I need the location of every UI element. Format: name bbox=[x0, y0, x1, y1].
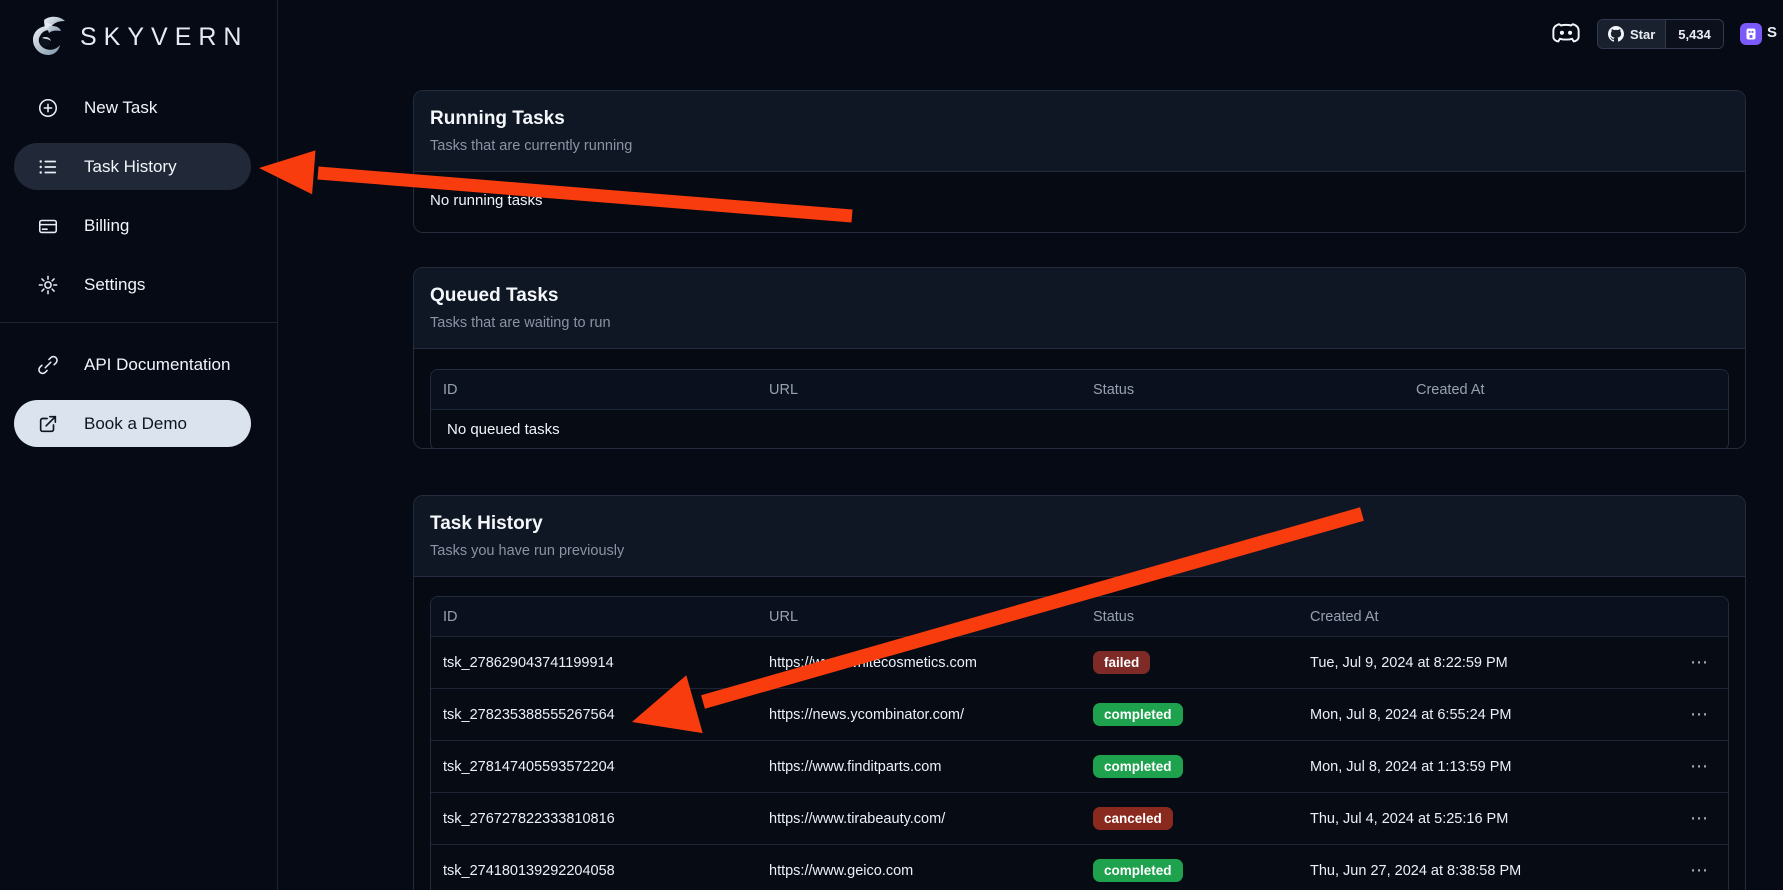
table-row[interactable]: tsk_276727822333810816 https://www.tirab… bbox=[431, 792, 1728, 844]
task-id-cell: tsk_278147405593572204 bbox=[443, 758, 615, 775]
task-id-cell: tsk_278629043741199914 bbox=[443, 654, 614, 671]
table-row[interactable]: tsk_278147405593572204 https://www.findi… bbox=[431, 740, 1728, 792]
sidebar-item-api-documentation[interactable]: API Documentation bbox=[14, 341, 251, 388]
column-header-id: ID bbox=[443, 381, 458, 398]
created-at-cell: Thu, Jul 4, 2024 at 5:25:16 PM bbox=[1310, 810, 1509, 827]
app-logo: SKYVERN bbox=[0, 0, 277, 66]
github-star-count: 5,434 bbox=[1665, 20, 1723, 48]
panel-subtitle: Tasks that are waiting to run bbox=[430, 315, 611, 331]
column-header-id: ID bbox=[443, 608, 458, 625]
plus-circle-icon bbox=[37, 97, 59, 119]
sidebar-item-label: Book a Demo bbox=[84, 413, 187, 433]
skyvern-dragon-icon bbox=[24, 14, 70, 60]
created-at-cell: Mon, Jul 8, 2024 at 6:55:24 PM bbox=[1310, 706, 1512, 723]
sidebar-item-label: Task History bbox=[84, 156, 177, 176]
row-actions-icon[interactable]: ⋯ bbox=[1690, 860, 1710, 880]
column-header-created-at: Created At bbox=[1416, 381, 1485, 398]
panel-header: Running Tasks Tasks that are currently r… bbox=[414, 91, 1745, 172]
credit-card-icon bbox=[37, 215, 59, 237]
status-badge: completed bbox=[1093, 859, 1183, 882]
external-link-icon bbox=[37, 413, 59, 435]
avatar[interactable] bbox=[1740, 23, 1762, 45]
sidebar-item-billing[interactable]: Billing bbox=[14, 202, 251, 249]
status-badge: canceled bbox=[1093, 807, 1173, 830]
task-url-cell: https://www.finditparts.com bbox=[769, 758, 942, 775]
gear-icon bbox=[37, 274, 59, 296]
list-icon bbox=[37, 156, 59, 178]
column-header-status: Status bbox=[1093, 608, 1135, 625]
panel-body: No running tasks bbox=[414, 172, 1745, 229]
column-header-url: URL bbox=[769, 608, 799, 625]
panel-subtitle: Tasks you have run previously bbox=[430, 543, 625, 559]
sidebar-secondary-nav: API Documentation Book a Demo bbox=[0, 341, 277, 447]
panel-header: Task History Tasks you have run previous… bbox=[414, 496, 1745, 577]
sidebar-item-label: New Task bbox=[84, 97, 158, 117]
panel-header: Queued Tasks Tasks that are waiting to r… bbox=[414, 268, 1745, 349]
status-badge: completed bbox=[1093, 703, 1183, 726]
sidebar-nav: New Task Task History Billing bbox=[0, 84, 277, 308]
empty-state-text: No queued tasks bbox=[431, 409, 1728, 448]
brand-name: SKYVERN bbox=[80, 22, 249, 51]
task-url-cell: https://www.whitecosmetics.com bbox=[769, 654, 977, 671]
task-id-cell: tsk_276727822333810816 bbox=[443, 810, 615, 827]
status-badge: failed bbox=[1093, 651, 1151, 674]
task-id-cell: tsk_274180139292204058 bbox=[443, 862, 615, 879]
empty-state-text: No running tasks bbox=[430, 192, 543, 209]
main-content: Running Tasks Tasks that are currently r… bbox=[413, 0, 1746, 890]
github-star-label: Star bbox=[1630, 26, 1656, 42]
sidebar-item-new-task[interactable]: New Task bbox=[14, 84, 251, 131]
task-url-cell: https://www.geico.com bbox=[769, 862, 914, 879]
table-row[interactable]: tsk_278235388555267564 https://news.ycom… bbox=[431, 688, 1728, 740]
github-icon bbox=[1608, 26, 1624, 42]
task-url-cell: https://news.ycombinator.com/ bbox=[769, 706, 965, 723]
created-at-cell: Thu, Jun 27, 2024 at 8:38:58 PM bbox=[1310, 862, 1522, 879]
column-header-url: URL bbox=[769, 381, 799, 398]
table-row[interactable]: tsk_278629043741199914 https://www.white… bbox=[431, 636, 1728, 688]
panel-body: ID URL Status Created At No queued tasks bbox=[414, 349, 1745, 448]
queued-tasks-panel: Queued Tasks Tasks that are waiting to r… bbox=[413, 267, 1746, 449]
task-id-cell: tsk_278235388555267564 bbox=[443, 706, 615, 723]
sidebar-item-label: API Documentation bbox=[84, 354, 231, 374]
sidebar-divider bbox=[0, 322, 277, 323]
topbar: Star 5,434 S bbox=[278, 0, 1783, 64]
column-header-status: Status bbox=[1093, 381, 1135, 398]
panel-title: Queued Tasks bbox=[430, 285, 559, 306]
column-header-created-at: Created At bbox=[1310, 608, 1379, 625]
queued-tasks-table: ID URL Status Created At No queued tasks bbox=[430, 369, 1729, 448]
sidebar-item-settings[interactable]: Settings bbox=[14, 261, 251, 308]
clipped-username-text: S bbox=[1767, 24, 1778, 41]
discord-icon[interactable] bbox=[1551, 20, 1581, 46]
row-actions-icon[interactable]: ⋯ bbox=[1690, 652, 1710, 672]
sidebar: SKYVERN New Task Task History bbox=[0, 0, 278, 890]
link-icon bbox=[37, 354, 59, 376]
github-star-button[interactable]: Star 5,434 bbox=[1597, 19, 1724, 49]
row-actions-icon[interactable]: ⋯ bbox=[1690, 704, 1710, 724]
created-at-cell: Mon, Jul 8, 2024 at 1:13:59 PM bbox=[1310, 758, 1512, 775]
table-header-row: ID URL Status Created At bbox=[431, 370, 1728, 409]
created-at-cell: Tue, Jul 9, 2024 at 8:22:59 PM bbox=[1310, 654, 1508, 671]
task-history-panel: Task History Tasks you have run previous… bbox=[413, 495, 1746, 890]
panel-body: ID URL Status Created At tsk_27862904374… bbox=[414, 577, 1745, 890]
table-header-row: ID URL Status Created At bbox=[431, 597, 1728, 636]
sidebar-item-label: Billing bbox=[84, 215, 130, 235]
task-url-cell: https://www.tirabeauty.com/ bbox=[769, 810, 946, 827]
task-history-table: ID URL Status Created At tsk_27862904374… bbox=[430, 596, 1729, 890]
table-row[interactable]: tsk_274180139292204058 https://www.geico… bbox=[431, 844, 1728, 890]
sidebar-item-label: Settings bbox=[84, 274, 146, 294]
book-a-demo-button[interactable]: Book a Demo bbox=[14, 400, 251, 447]
row-actions-icon[interactable]: ⋯ bbox=[1690, 808, 1710, 828]
panel-title: Running Tasks bbox=[430, 108, 565, 129]
panel-title: Task History bbox=[430, 513, 543, 534]
running-tasks-panel: Running Tasks Tasks that are currently r… bbox=[413, 90, 1746, 233]
status-badge: completed bbox=[1093, 755, 1183, 778]
row-actions-icon[interactable]: ⋯ bbox=[1690, 756, 1710, 776]
sidebar-item-task-history[interactable]: Task History bbox=[14, 143, 251, 190]
panel-subtitle: Tasks that are currently running bbox=[430, 138, 633, 154]
